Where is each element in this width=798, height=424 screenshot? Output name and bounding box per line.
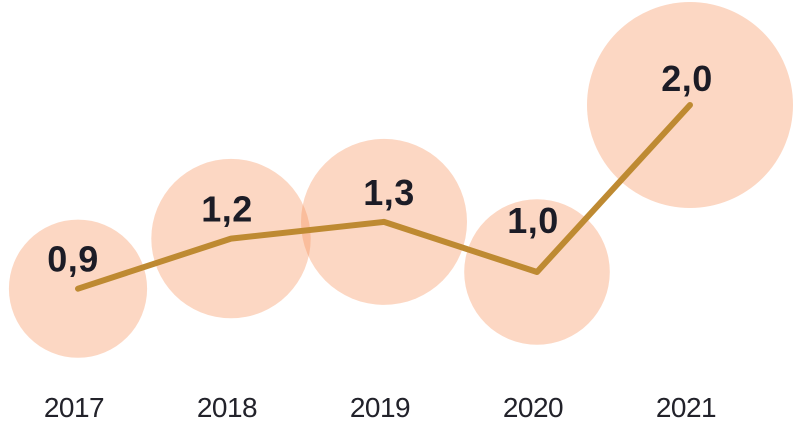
value-label-2018: 1,2 [201, 189, 253, 230]
x-axis-label-2018: 2018 [197, 392, 257, 423]
x-axis-label-group: 2017 2018 2019 2020 2021 [44, 392, 717, 423]
x-axis-label-2017: 2017 [44, 392, 104, 423]
value-label-2017: 0,9 [47, 239, 99, 280]
x-axis-label-2019: 2019 [350, 392, 410, 423]
x-axis-label-2021: 2021 [656, 392, 716, 423]
trend-line [75, 102, 693, 292]
value-label-2021: 2,0 [661, 58, 713, 99]
value-label-2019: 1,3 [363, 172, 415, 213]
value-label-group: 0,9 1,2 1,3 1,0 2,0 [47, 58, 713, 280]
value-label-2020: 1,0 [507, 200, 559, 241]
x-axis-label-2020: 2020 [503, 392, 563, 423]
